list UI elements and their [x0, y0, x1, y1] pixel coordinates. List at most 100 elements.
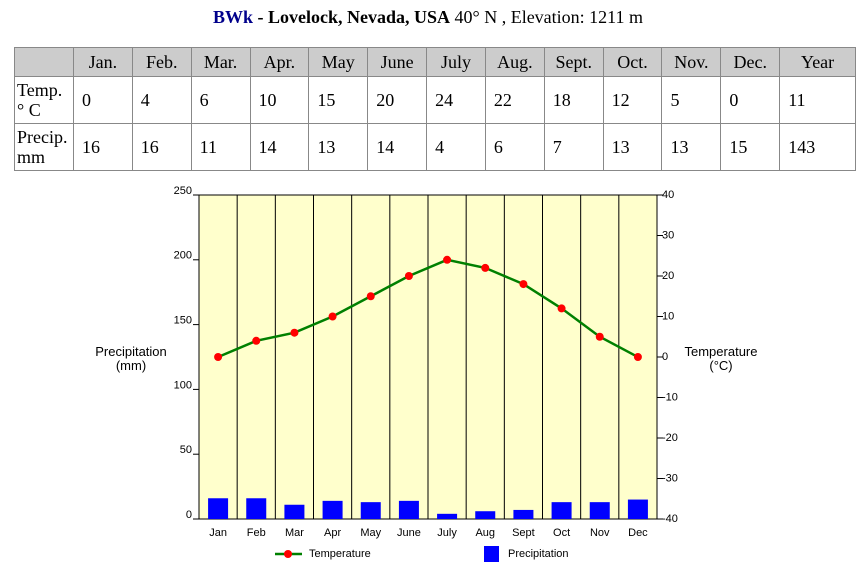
cell: 14: [367, 123, 428, 171]
legend-point: [284, 550, 292, 558]
y-tick-label: 50: [180, 444, 192, 456]
temperature-point: [633, 353, 642, 361]
header-cell: Year: [779, 47, 856, 77]
x-tick-label: Sept: [512, 527, 535, 539]
cell: 13: [602, 123, 663, 171]
title: BWk - Lovelock, Nevada, USA 40° N , Elev…: [0, 7, 856, 28]
cell: 15: [720, 123, 781, 171]
temperature-point: [595, 332, 604, 341]
y2-tick-label: 40: [662, 189, 674, 201]
precip-bar: [627, 499, 648, 519]
table-row: Temp. ° C 0 4 6 10 15 20 24 22 18 12 5 0 11: [14, 76, 856, 124]
header-row: Jan. Feb. Mar. Apr. May June July Aug. Sept. Oct.…: [14, 47, 856, 77]
y-tick-label: 0: [186, 509, 192, 521]
precip-bar: [551, 502, 572, 519]
temperature-point: [214, 353, 223, 361]
x-tick-label: Aug: [475, 527, 495, 539]
temperature-point: [481, 263, 490, 272]
temperature-point: [290, 328, 299, 337]
cell: 15: [308, 76, 369, 124]
precip-bar: [360, 502, 381, 519]
temperature-point: [443, 255, 452, 264]
y-tick-label: 250: [174, 185, 192, 197]
y2-tick-label: -10: [662, 391, 678, 403]
x-tick-label: Nov: [590, 527, 610, 539]
cell: 14: [249, 123, 310, 171]
legend-label: Precipitation: [508, 548, 569, 560]
x-tick-label: June: [397, 527, 421, 539]
header-cell: Oct.: [602, 47, 663, 77]
cell: 20: [367, 76, 428, 124]
header-cell: Feb.: [131, 47, 192, 77]
y2-tick-label: 30: [662, 229, 674, 241]
temperature-point: [328, 312, 337, 321]
climate-code: BWk: [212, 7, 253, 27]
header-cell: Sept.: [543, 47, 604, 77]
header-cell: Apr.: [249, 47, 310, 77]
header-cell: Aug.: [484, 47, 545, 77]
cell: 18: [543, 76, 604, 124]
cell: 11: [190, 123, 251, 171]
header-cell: May: [308, 47, 369, 77]
y-axis-label: Precipitation (mm): [95, 344, 167, 373]
temperature-line: [217, 258, 639, 359]
cell: 7: [543, 123, 604, 171]
y2-tick-label: 10: [662, 310, 674, 322]
precip-bar: [475, 511, 496, 519]
y2-tick-label: -20: [662, 432, 678, 444]
temperature-point: [557, 304, 566, 313]
x-tick-label: Dec: [628, 527, 648, 539]
details: 40° N , Elevation: 1211 m: [450, 7, 644, 27]
legend-swatch: [484, 546, 499, 562]
precip-bar: [513, 509, 534, 519]
place: - Lovelock, Nevada, USA: [253, 7, 451, 27]
cell: 6: [190, 76, 251, 124]
precip-bar: [246, 498, 267, 519]
x-tick-label: July: [437, 527, 457, 539]
cell: 4: [426, 123, 486, 171]
y-tick-label: 100: [174, 379, 192, 391]
cell: 13: [661, 123, 722, 171]
cell: 13: [308, 123, 369, 171]
table-row: Precip. mm 16 16 11 14 13 14 4 6 7 13 13 15 143: [14, 123, 856, 171]
y-tick-label: 150: [174, 315, 192, 327]
x-tick-label: Mar: [285, 527, 304, 539]
x-tick-label: Jan: [209, 527, 227, 539]
y2-tick-label: -40: [662, 513, 678, 525]
header-cell: Nov.: [661, 47, 722, 77]
header-cell: Mar.: [190, 47, 251, 77]
cell: 143: [779, 123, 856, 171]
x-tick-label: Oct: [553, 527, 570, 539]
x-tick-label: May: [360, 527, 381, 539]
x-tick-label: Feb: [247, 527, 266, 539]
climate-table: Jan. Feb. Mar. Apr. May June July Aug. Sept. Oct.…: [14, 47, 856, 171]
temperature-point: [404, 272, 413, 280]
y2-tick-label: 0: [662, 351, 668, 363]
cell: 6: [484, 123, 545, 171]
cell: 11: [779, 76, 856, 124]
temperature-point: [519, 280, 528, 289]
header-cell: Dec.: [720, 47, 781, 77]
precip-bar: [322, 500, 343, 519]
temperature-point: [252, 336, 261, 345]
precip-bar: [398, 500, 419, 519]
cell: 22: [484, 76, 545, 124]
precip-bar: [589, 502, 610, 519]
row-label: Precip. mm: [14, 123, 74, 171]
precip-bar: [437, 513, 458, 519]
y-tick-label: 200: [174, 250, 192, 262]
row-label: Temp. ° C: [14, 76, 74, 124]
cell: 16: [72, 123, 133, 171]
y2-tick-label: -30: [662, 472, 678, 484]
y2-tick-label: 20: [662, 270, 674, 282]
corner-cell: [14, 47, 74, 77]
precip-bar: [284, 504, 305, 519]
header-cell: June: [367, 47, 428, 77]
legend-label: Temperature: [309, 548, 371, 560]
cell: 4: [131, 76, 192, 124]
precip-bar: [208, 498, 229, 519]
header-cell: Jan.: [72, 47, 133, 77]
cell: 0: [720, 76, 781, 124]
